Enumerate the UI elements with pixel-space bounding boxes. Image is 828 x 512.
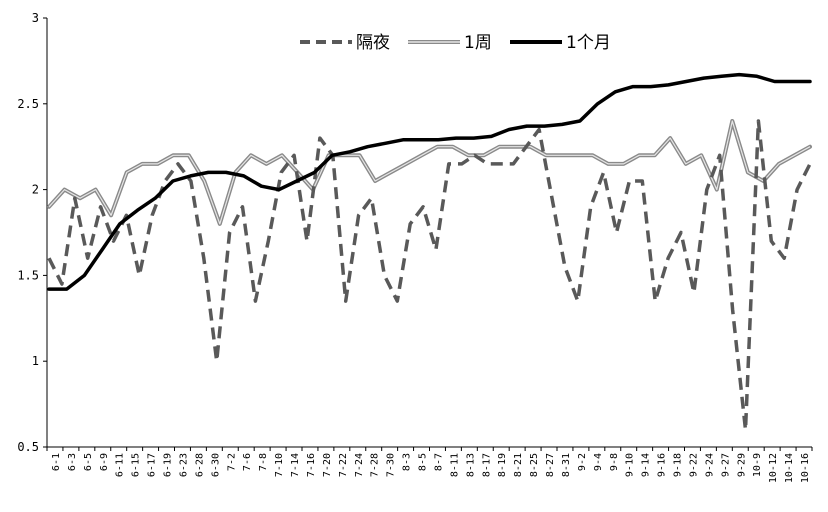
x-tick-label: 7-28 bbox=[370, 453, 381, 477]
x-tick-label: 6-3 bbox=[67, 453, 78, 471]
x-tick-label: 8-5 bbox=[418, 453, 429, 471]
legend-label-2: 1个月 bbox=[566, 33, 611, 53]
legend: 隔夜 1周 1个月 bbox=[300, 33, 611, 53]
x-tick-label: 10-12 bbox=[768, 453, 779, 483]
x-tick-label: 7-24 bbox=[354, 453, 365, 477]
series-line-2 bbox=[47, 72, 812, 291]
x-tick-label: 8-11 bbox=[449, 453, 460, 477]
x-tick-label: 10-14 bbox=[784, 453, 795, 483]
x-tick-label: 9-4 bbox=[593, 453, 604, 471]
x-tick-label: 7-20 bbox=[322, 453, 333, 477]
series-line-1-outline bbox=[47, 119, 812, 226]
x-tick-label: 9-10 bbox=[625, 453, 636, 477]
y-tick-label: 2 bbox=[32, 183, 39, 197]
x-tick-label: 9-29 bbox=[736, 453, 747, 477]
x-tick-label: 8-21 bbox=[513, 453, 524, 477]
x-tick-label: 6-19 bbox=[163, 453, 174, 477]
x-tick-label: 7-14 bbox=[290, 453, 301, 477]
y-tick-label: 1 bbox=[32, 354, 39, 368]
series-layer bbox=[47, 72, 812, 432]
x-tick-label: 7-6 bbox=[242, 453, 253, 471]
y-tick-label: 1.5 bbox=[17, 268, 39, 282]
x-tick-label: 6-11 bbox=[115, 453, 126, 477]
x-tick-label: 8-19 bbox=[497, 453, 508, 477]
legend-label-1: 1周 bbox=[464, 33, 492, 53]
y-tick-label: 2.5 bbox=[17, 97, 39, 111]
x-tick-label: 9-16 bbox=[657, 453, 668, 477]
x-tick-label: 6-5 bbox=[83, 453, 94, 471]
y-axis: 3 2.5 2 1.5 1 0.5 bbox=[17, 11, 48, 454]
x-tick-label: 6-23 bbox=[178, 453, 189, 477]
x-tick-label: 8-17 bbox=[481, 453, 492, 477]
x-tick-label: 9-8 bbox=[609, 453, 620, 471]
x-tick-label: 6-9 bbox=[99, 453, 110, 471]
x-tick-label: 9-27 bbox=[720, 453, 731, 477]
legend-label-0: 隔夜 bbox=[356, 33, 390, 53]
x-tick-label: 8-13 bbox=[465, 453, 476, 477]
x-tick-label: 7-8 bbox=[258, 453, 269, 471]
x-tick-label: 9-24 bbox=[704, 453, 715, 477]
series-line-1 bbox=[48, 120, 811, 225]
x-tick-label: 9-22 bbox=[688, 453, 699, 477]
y-tick-label: 0.5 bbox=[17, 440, 39, 454]
x-tick-label: 8-7 bbox=[433, 453, 444, 471]
x-tick-label: 10-9 bbox=[752, 453, 763, 477]
x-tick-label: 7-16 bbox=[306, 453, 317, 477]
x-tick-label: 7-10 bbox=[274, 453, 285, 477]
x-tick-label: 8-25 bbox=[529, 453, 540, 477]
x-tick-label: 6-15 bbox=[131, 453, 142, 477]
x-tick-label: 9-14 bbox=[641, 453, 652, 477]
x-tick-label: 8-27 bbox=[545, 453, 556, 477]
x-tick-label: 6-1 bbox=[51, 453, 62, 471]
x-tick-label: 9-18 bbox=[673, 453, 684, 477]
x-tick-label: 6-28 bbox=[194, 453, 205, 477]
x-tick-label: 9-2 bbox=[577, 453, 588, 471]
x-tick-label: 6-17 bbox=[147, 453, 158, 477]
series-line-0 bbox=[47, 119, 812, 432]
x-tick-label: 10-16 bbox=[800, 453, 811, 483]
x-tick-label: 6-30 bbox=[210, 453, 221, 477]
x-tick-label: 7-30 bbox=[386, 453, 397, 477]
x-tick-label: 8-3 bbox=[402, 453, 413, 471]
x-axis: 6-1 6-3 6-5 6-9 6-11 6-15 6-17 6-19 6-23 6-28 6-30… bbox=[46, 446, 813, 483]
x-tick-label: 7-22 bbox=[338, 453, 349, 477]
x-tick-label: 7-2 bbox=[226, 453, 237, 471]
x-tick-label: 8-31 bbox=[561, 453, 572, 477]
y-tick-label: 3 bbox=[32, 11, 39, 25]
